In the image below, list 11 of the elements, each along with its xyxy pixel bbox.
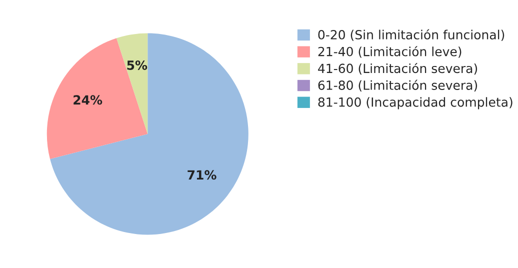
legend-label: 0-20 (Sin limitación funcional) [318, 29, 504, 41]
legend-label: 21-40 (Limitación leve) [318, 46, 462, 58]
data-label: 5% [127, 60, 148, 70]
pie-slice [116, 33, 148, 134]
legend-label: 81-100 (Incapacidad completa) [318, 97, 512, 110]
data-label: 71% [188, 170, 216, 180]
pie-slice [50, 33, 248, 235]
legend-label: 41-60 (Limitación severa) [318, 62, 478, 75]
legend-label: 61-80 (Limitación severa) [318, 80, 478, 92]
pie-slice [46, 38, 148, 160]
data-label: 24% [74, 95, 102, 105]
